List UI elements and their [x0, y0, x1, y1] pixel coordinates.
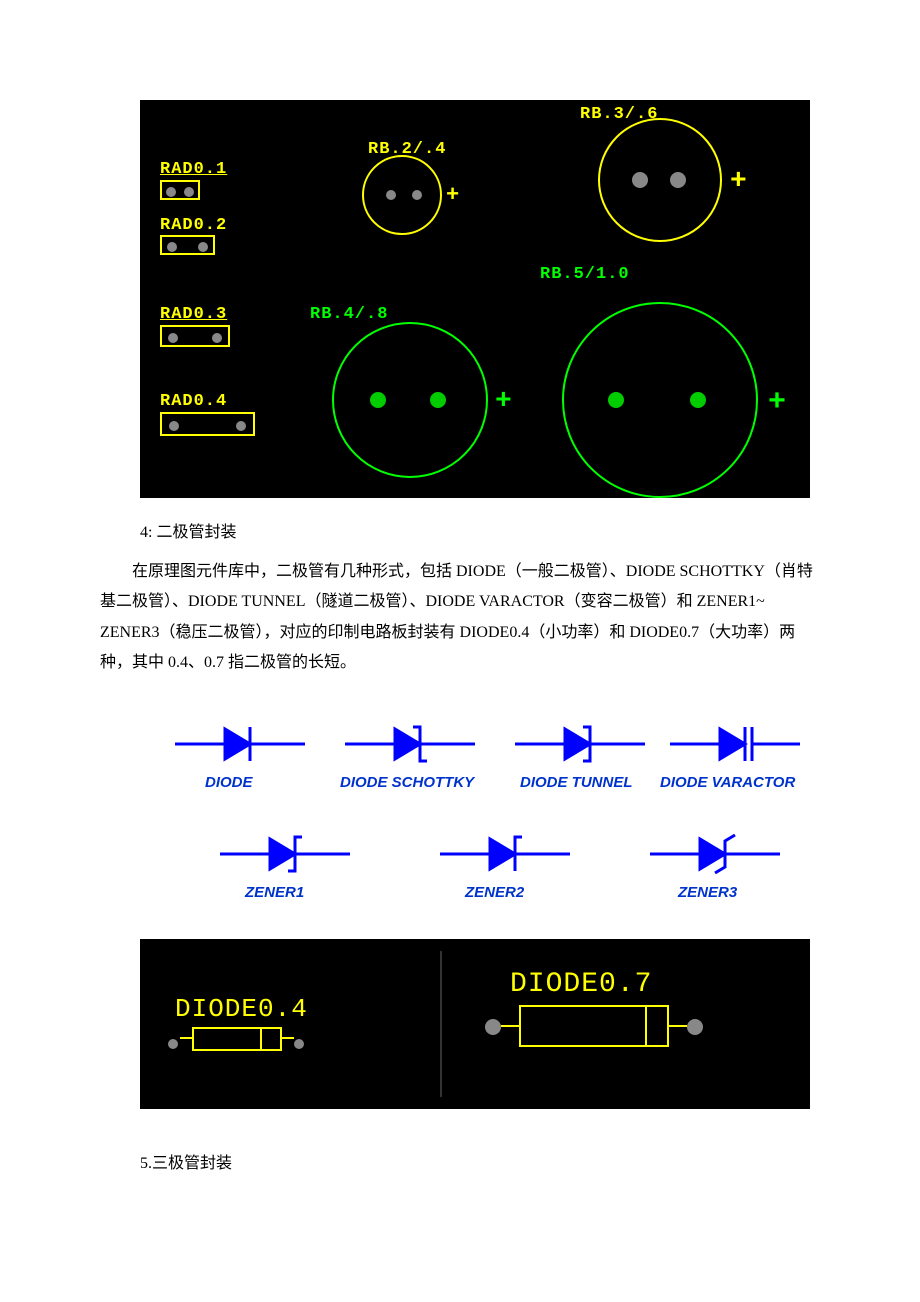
footprint-rb510 — [562, 302, 758, 498]
paragraph-diode-desc: 在原理图元件库中，二极管有几种形式，包括 DIODE（一般二极管）、DIODE … — [100, 557, 820, 679]
footprint-rad03 — [160, 325, 230, 347]
label-rb48: RB.4/.8 — [310, 305, 388, 324]
symbol-schottky — [345, 719, 475, 769]
polarity-plus-icon — [730, 168, 747, 196]
polarity-plus-icon — [768, 388, 786, 418]
label-tunnel: DIODE TUNNEL — [520, 774, 633, 791]
symbol-zener2 — [440, 829, 570, 879]
symbol-tunnel — [515, 719, 645, 769]
label-rad02: RAD0.2 — [160, 216, 227, 235]
footprint-rb24 — [362, 155, 442, 235]
label-rb510: RB.5/1.0 — [540, 265, 630, 284]
label-rad03: RAD0.3 — [160, 305, 227, 324]
heading-4: 4: 二极管封装 — [140, 518, 820, 542]
pcb-capacitor-footprints: RAD0.1 RAD0.2 RAD0.3 RAD0.4 RB.2/.4 RB.3… — [140, 100, 810, 498]
heading-5: 5.三极管封装 — [140, 1149, 820, 1173]
label-zener1: ZENER1 — [245, 884, 304, 901]
symbol-zener1 — [220, 829, 350, 879]
label-rad04: RAD0.4 — [160, 392, 227, 411]
label-rad01: RAD0.1 — [160, 160, 227, 179]
footprint-rb36 — [598, 118, 722, 242]
label-diode04: DIODE0.4 — [175, 994, 308, 1024]
diode-symbols-figure: DIODE DIODE SCHOTTKY DIODE TUNNEL — [140, 699, 810, 929]
label-zener2: ZENER2 — [465, 884, 524, 901]
footprint-rb48 — [332, 322, 488, 478]
label-zener3: ZENER3 — [678, 884, 737, 901]
label-schottky: DIODE SCHOTTKY — [340, 774, 474, 791]
symbol-zener3 — [650, 829, 780, 879]
symbol-varactor — [670, 719, 800, 769]
polarity-plus-icon — [495, 388, 512, 416]
label-varactor: DIODE VARACTOR — [660, 774, 795, 791]
footprint-rad02 — [160, 235, 215, 255]
label-diode: DIODE — [205, 774, 253, 791]
polarity-plus-icon — [446, 185, 459, 207]
label-diode07: DIODE0.7 — [510, 969, 652, 1000]
footprint-rad04 — [160, 412, 255, 436]
pcb-diode-footprints: DIODE0.4 DIODE0.7 — [140, 939, 810, 1109]
footprint-rad01 — [160, 180, 200, 200]
symbol-diode — [175, 719, 305, 769]
